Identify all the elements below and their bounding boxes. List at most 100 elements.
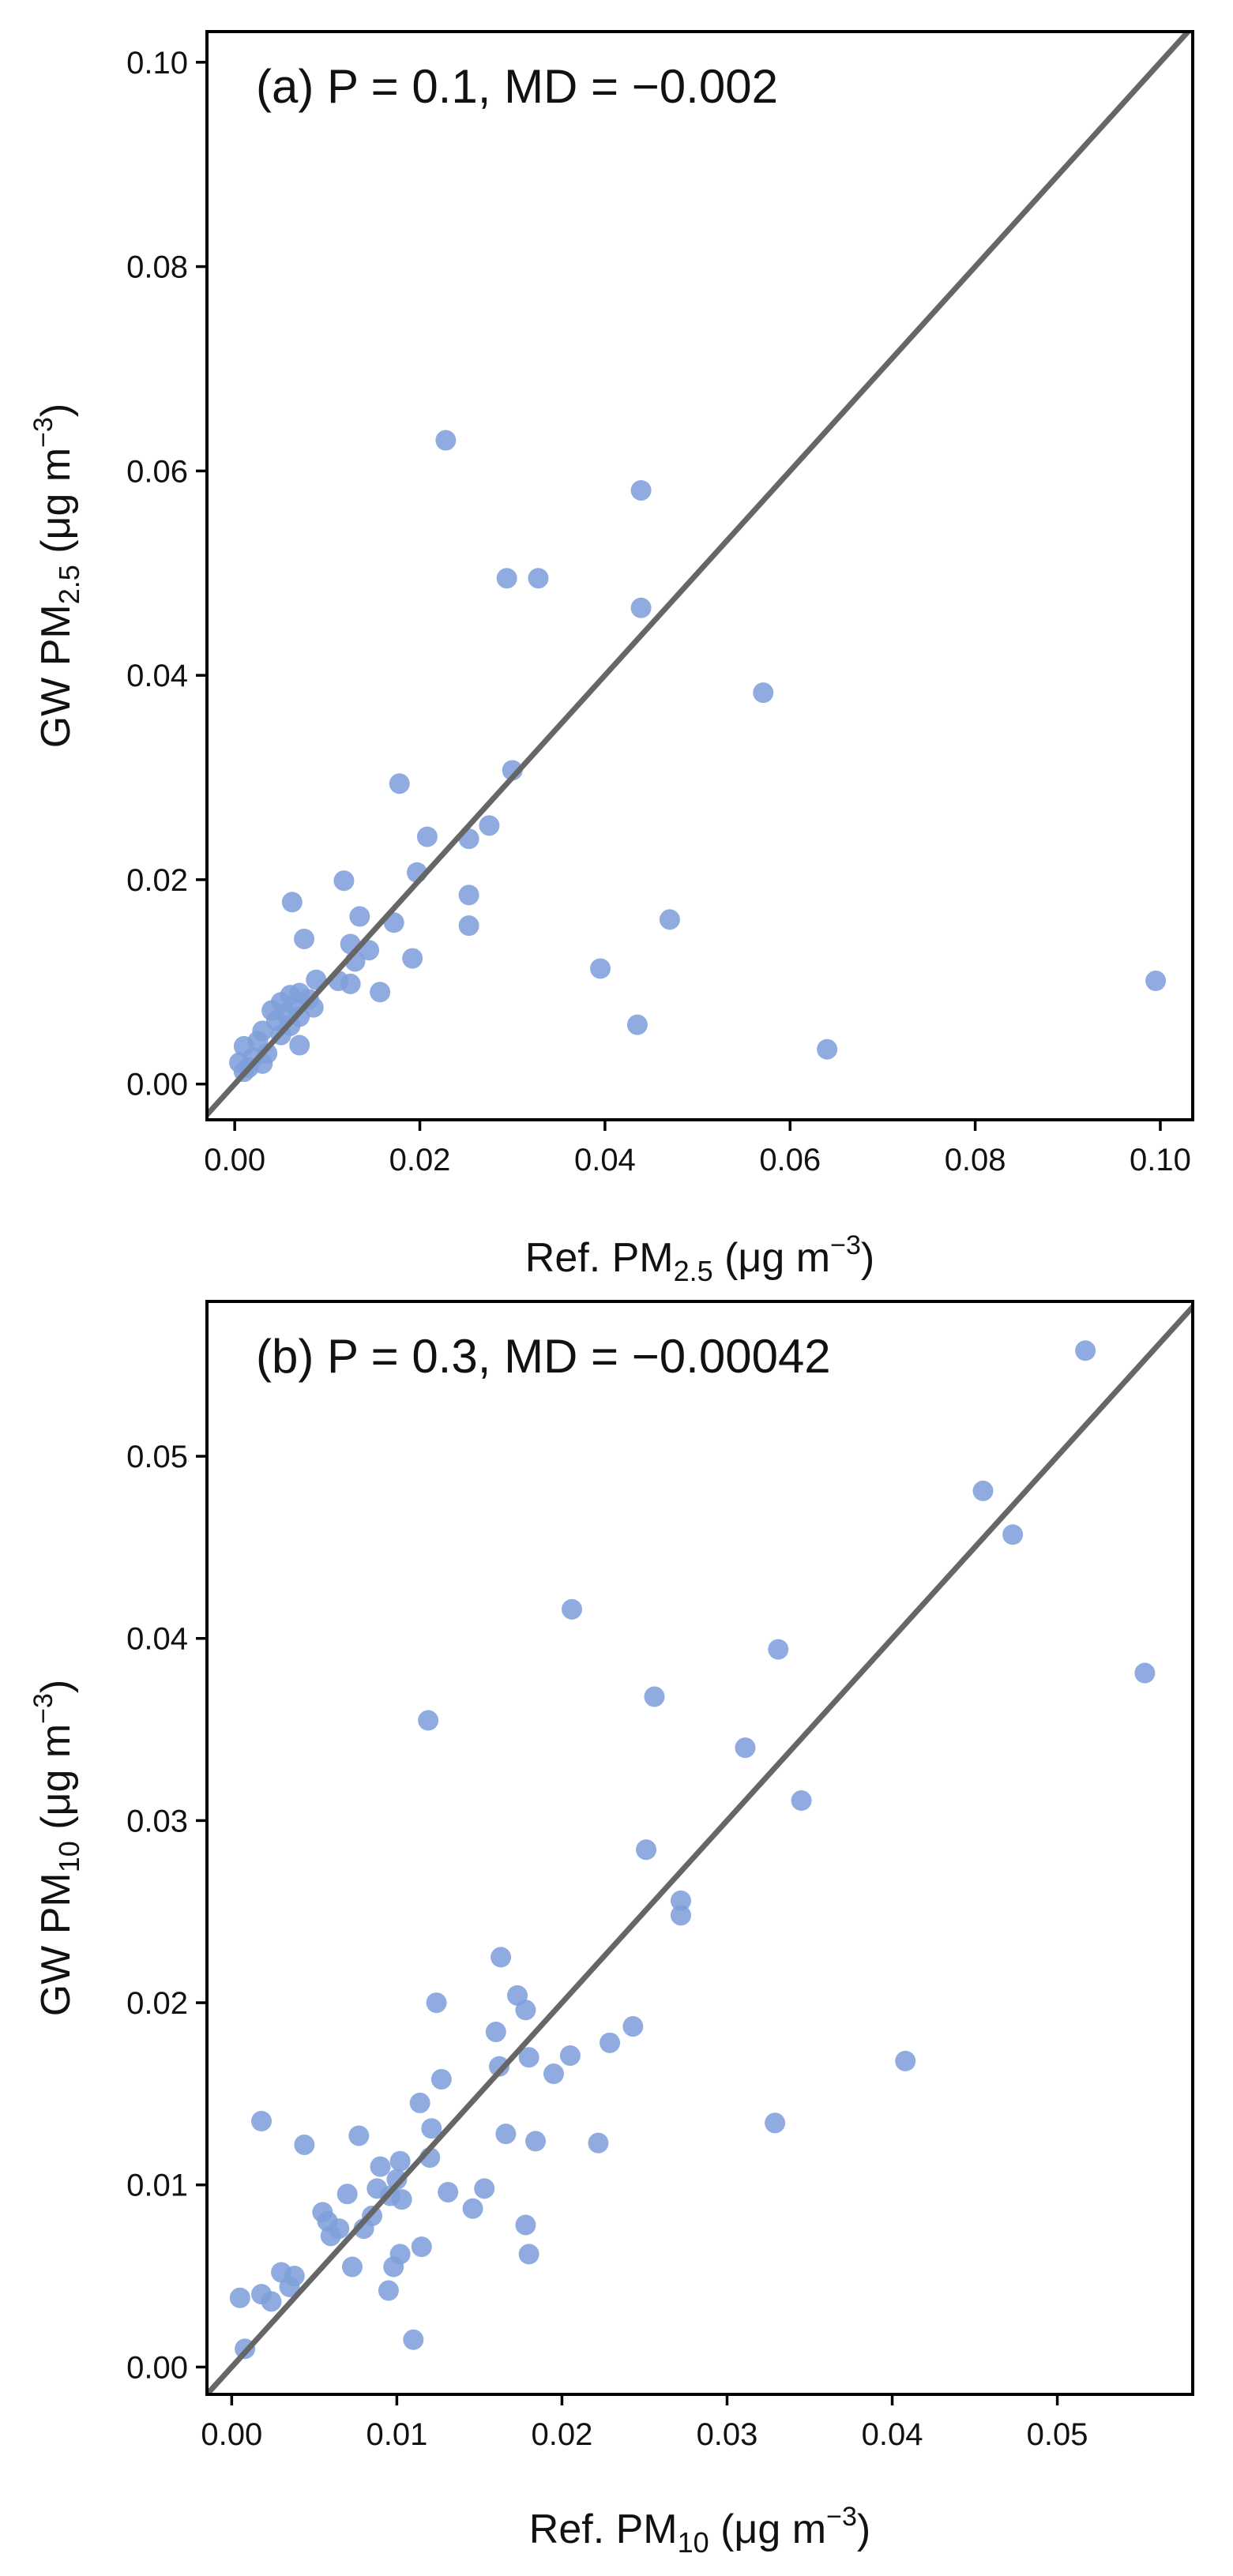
panel-b-point-10 <box>636 1839 657 1861</box>
panel-b-xtick-label-1: 0.01 <box>366 2417 427 2452</box>
panel-a-point-47 <box>817 1038 838 1060</box>
panel-b-point-37 <box>370 2156 391 2177</box>
panel-b-xtick-label-4: 0.04 <box>862 2417 923 2452</box>
panel-a-xtick-label-0: 0.00 <box>204 1143 265 1177</box>
panel-b-point-33 <box>588 2132 609 2154</box>
panel-b-label: (b) P = 0.3, MD = −0.00042 <box>256 1330 831 1383</box>
panel-b-point-7 <box>418 1710 439 1731</box>
panel-a-point-8 <box>479 815 500 836</box>
panel-a-chart: 0.00 0.02 0.04 0.06 0.08 0.10 0.00 0.02 0.04 0.06… <box>28 30 1194 1287</box>
panel-b-point-57 <box>383 2256 404 2277</box>
panel-b-point-17 <box>622 2016 644 2037</box>
panel-b-point-30 <box>495 2124 517 2145</box>
panel-b-xtick-label-2: 0.02 <box>532 2417 593 2452</box>
panel-a-point-18 <box>458 915 479 937</box>
panel-b-point-4 <box>768 1639 789 1660</box>
panel-b-x-axis-title-sup: −3 <box>826 2502 857 2532</box>
panel-a-y-axis-title-suffix: (μg m <box>33 448 79 565</box>
panel-b-point-38 <box>386 2169 408 2190</box>
panel-b-xtick-label-0: 0.00 <box>201 2417 262 2452</box>
panel-a-point-16 <box>659 909 680 930</box>
panel-b-point-45 <box>462 2198 483 2219</box>
panel-a-point-28 <box>340 973 361 994</box>
panel-b-point-42 <box>336 2184 358 2205</box>
panel-a-point-12 <box>333 870 355 892</box>
panel-b-point-24 <box>543 2063 564 2085</box>
panel-b-point-21 <box>518 2047 539 2068</box>
panel-a-point-3 <box>528 568 549 589</box>
panel-a-x-axis-title: Ref. PM2.5 (μg m−3) <box>525 1230 874 1287</box>
panel-a-point-29 <box>370 982 391 1003</box>
panel-b-point-53 <box>411 2236 432 2258</box>
panel-a-point-27 <box>1145 971 1167 992</box>
panel-b-refline-group <box>207 1302 1193 2394</box>
panel-a-ytick-label-2: 0.04 <box>126 659 188 693</box>
panel-a-point-2 <box>496 568 517 589</box>
panel-a-point-0 <box>435 430 457 451</box>
panel-b-y-axis-title-sup: −3 <box>28 1693 58 1724</box>
panel-a-x-axis-title-sub: 2.5 <box>674 1255 713 1287</box>
panel-b-point-0 <box>1075 1340 1096 1361</box>
panel-a-point-24 <box>590 958 611 979</box>
panel-a-point-6 <box>389 773 410 794</box>
panel-b-point-44 <box>391 2189 412 2210</box>
panel-b-point-19 <box>600 2032 621 2053</box>
panel-a-point-4 <box>630 597 652 618</box>
panel-a-xtick-label-1: 0.02 <box>389 1143 451 1177</box>
panel-b-point-60 <box>279 2276 300 2297</box>
panel-b-point-16 <box>515 2000 536 2021</box>
panel-b-point-5 <box>1134 1662 1156 1684</box>
panel-a-y-axis-title: GW PM2.5 (μg m−3) <box>28 404 85 749</box>
panel-a-plot-frame <box>205 30 1194 1121</box>
panel-b-point-61 <box>378 2280 399 2301</box>
panel-b-ytick-label-5: 0.05 <box>126 1440 188 1474</box>
panel-a-y-axis-title-close: ) <box>33 404 79 417</box>
panel-a-y-axis-title-prefix: GW PM <box>33 604 79 748</box>
panel-b-point-1 <box>972 1480 994 1501</box>
panel-b-point-26 <box>409 2092 430 2113</box>
panel-b-point-2 <box>1002 1524 1024 1545</box>
panel-b-point-15 <box>426 1992 447 2014</box>
panel-b-point-9 <box>791 1790 812 1812</box>
panel-b-point-65 <box>403 2329 424 2350</box>
panel-b-point-34 <box>294 2134 315 2155</box>
panel-b-chart: 0.00 0.01 0.02 0.03 0.04 0.05 0.00 0.01 0.02 0.03… <box>28 1300 1194 2559</box>
panel-b-point-55 <box>518 2244 539 2265</box>
panel-b-point-18 <box>485 2021 506 2042</box>
panel-b-x-axis-title-prefix: Ref. PM <box>529 2507 678 2552</box>
panel-b-ytick-label-4: 0.04 <box>126 1622 188 1657</box>
panel-a-point-19 <box>294 928 315 949</box>
panel-a-ytick-label-0: 0.00 <box>126 1068 188 1102</box>
panel-b-point-63 <box>229 2287 250 2308</box>
panel-a-refline-group <box>207 32 1192 1119</box>
panel-b-point-3 <box>561 1598 582 1620</box>
panel-b-point-22 <box>895 2050 916 2071</box>
panel-a-point-9 <box>416 826 438 847</box>
panel-a-one-to-one-line <box>207 32 1192 1119</box>
panel-b-point-8 <box>735 1737 756 1759</box>
panel-b-ytick-label-1: 0.01 <box>126 2169 188 2203</box>
panel-a-x-axis-title-suffix: (μg m <box>713 1235 830 1281</box>
panel-b-x-axis-title: Ref. PM10 (μg m−3) <box>529 2502 870 2559</box>
panel-a-ytick-label-1: 0.02 <box>126 863 188 898</box>
panel-a-y-axis-title-sup: −3 <box>28 417 58 448</box>
panel-a-point-15 <box>349 906 370 927</box>
panel-b-point-20 <box>559 2045 581 2066</box>
panel-b-point-52 <box>320 2225 341 2247</box>
panel-a-x-axis-title-prefix: Ref. PM <box>525 1235 674 1281</box>
panel-b-x-axis-title-close: ) <box>857 2507 870 2552</box>
panel-b-point-25 <box>430 2068 452 2090</box>
panel-b-ytick-label-2: 0.02 <box>126 1986 188 2021</box>
panel-a-ytick-label-5: 0.10 <box>126 46 188 81</box>
panel-b-point-56 <box>341 2256 363 2277</box>
panel-b-point-6 <box>644 1686 665 1707</box>
panel-b-y-axis-title-prefix: GW PM <box>33 1872 79 2016</box>
panel-b-y-axis-title-close: ) <box>33 1680 79 1693</box>
panel-b-xtick-label-3: 0.03 <box>697 2417 758 2452</box>
panel-a-x-axis-title-close: ) <box>861 1235 874 1281</box>
panel-b-point-40 <box>474 2178 495 2199</box>
panel-a-point-1 <box>630 479 652 501</box>
panel-b-point-29 <box>421 2118 442 2139</box>
panel-b-point-12 <box>670 1905 691 1926</box>
panel-a-point-40 <box>626 1014 648 1035</box>
